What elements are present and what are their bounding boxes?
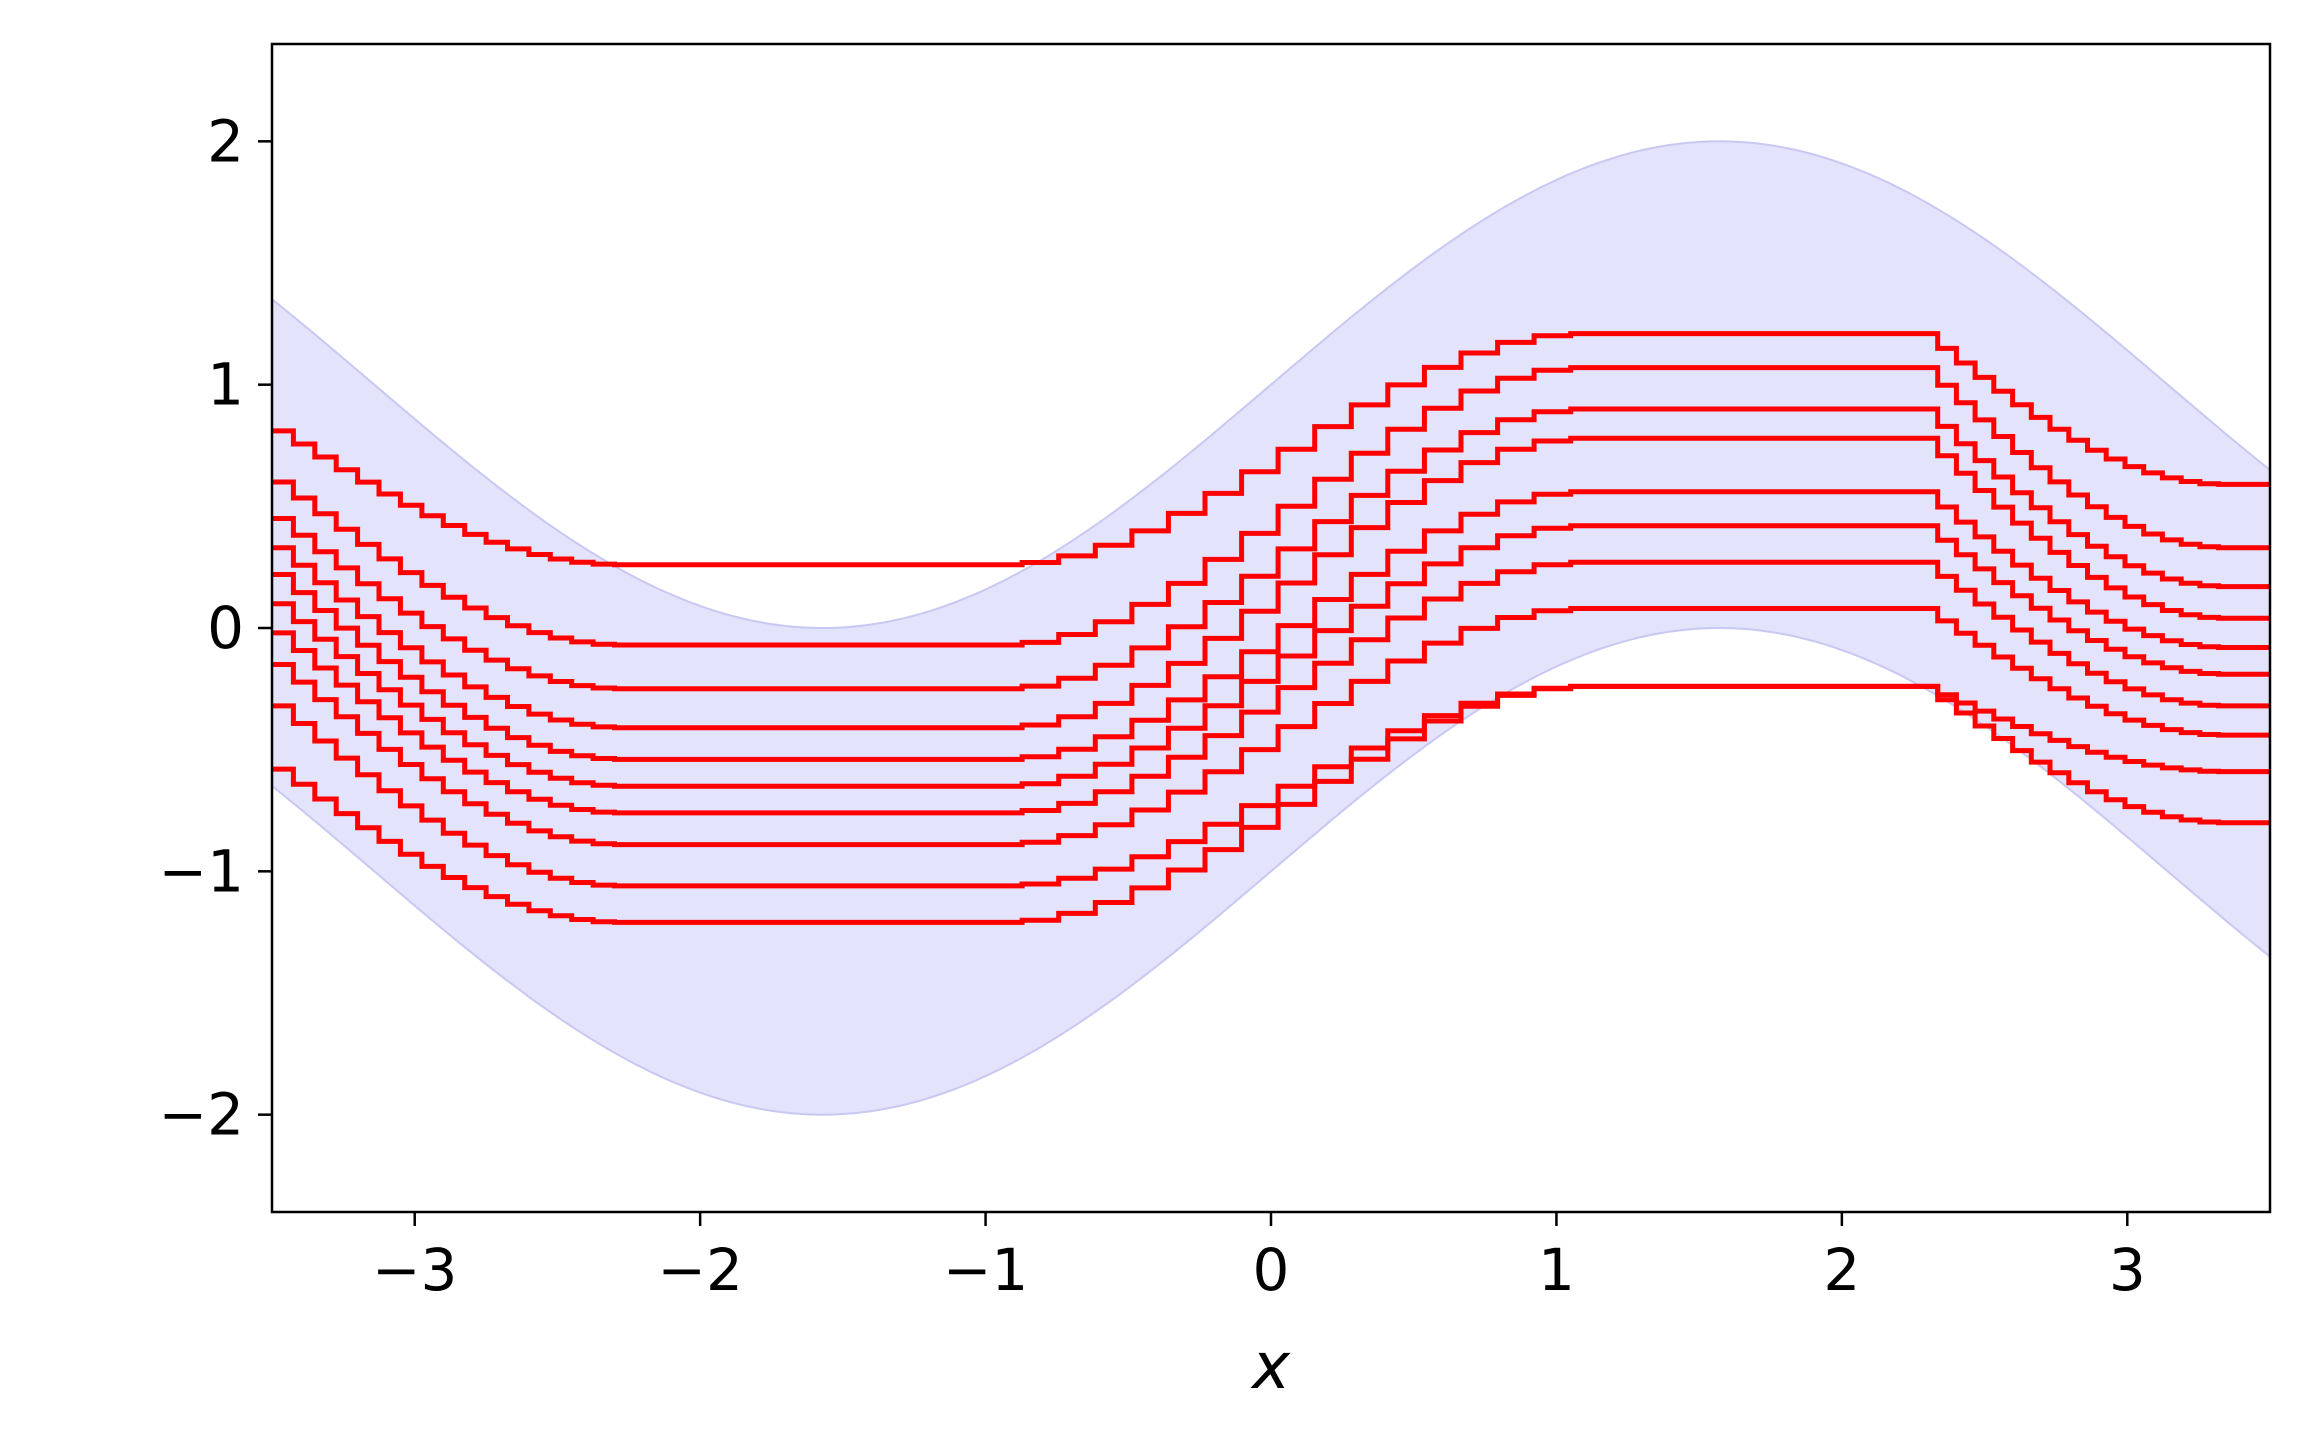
series-line-7 (272, 559, 2270, 816)
series-line-5 (272, 489, 2270, 762)
series-line-1 (272, 331, 2270, 568)
x-tick-label: −3 (372, 1236, 458, 1304)
series-line-3 (272, 406, 2270, 692)
x-tick-label: −1 (943, 1236, 1029, 1304)
series-line-6 (272, 523, 2270, 789)
x-axis: −3 −2 −1 0 1 2 3 (372, 1212, 2146, 1304)
x-tick-label: −2 (657, 1236, 743, 1304)
band-area (271, 140, 2271, 1116)
x-tick-label: 1 (1538, 1236, 1575, 1304)
series-lines (272, 331, 2270, 925)
y-tick-label: 2 (207, 107, 244, 175)
y-tick-label: 0 (207, 594, 244, 662)
series-line-4 (272, 435, 2270, 731)
series-line-2 (272, 365, 2270, 648)
series-line-9 (272, 683, 2270, 889)
series-line-8 (272, 606, 2270, 848)
x-tick-label: 2 (1823, 1236, 1860, 1304)
y-tick-label: −2 (159, 1081, 245, 1149)
y-axis: −2 −1 0 1 2 (159, 107, 272, 1149)
series-line-10 (272, 683, 2270, 925)
x-tick-label: 3 (2109, 1236, 2146, 1304)
x-axis-label: x (1250, 1330, 1291, 1404)
y-tick-label: 1 (207, 351, 244, 419)
confidence-band (271, 140, 2271, 1116)
x-tick-label: 0 (1253, 1236, 1290, 1304)
y-tick-label: −1 (159, 837, 245, 905)
